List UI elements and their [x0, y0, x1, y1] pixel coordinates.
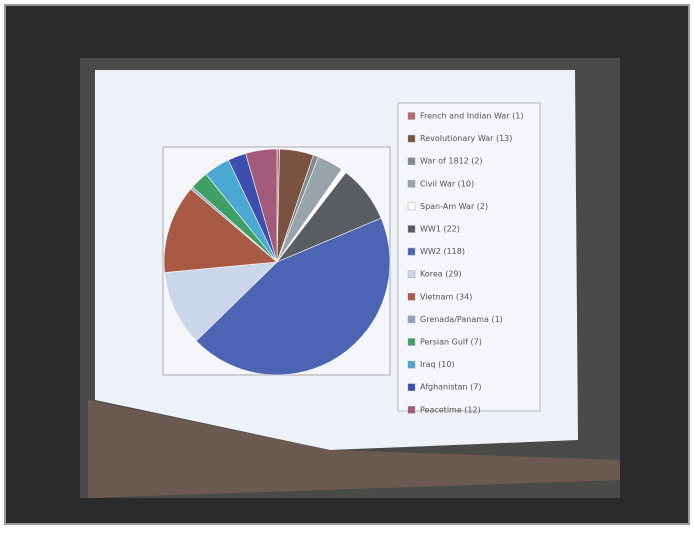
legend-label: Iraq (10)	[420, 360, 455, 369]
pie	[163, 148, 391, 376]
legend-label: French and Indian War (1)	[420, 112, 523, 121]
legend-box	[397, 102, 541, 412]
legend-swatch	[407, 383, 416, 391]
legend-label: WW1 (22)	[420, 225, 460, 234]
legend-swatch	[407, 270, 416, 278]
legend-label: Civil War (10)	[420, 179, 474, 188]
screen-edge	[88, 400, 620, 498]
legend-label: Grenada/Panama (1)	[420, 315, 503, 324]
pie-slice	[195, 217, 391, 376]
legend-label: WW2 (118)	[420, 247, 465, 256]
legend-swatch	[407, 406, 416, 414]
legend-label: Vietnam (34)	[420, 292, 472, 301]
legend-swatch	[407, 134, 416, 143]
legend-swatch	[407, 225, 416, 233]
pie-slice	[245, 148, 278, 263]
legend: French and Indian War (1) Revolutionary W…	[407, 112, 523, 414]
legend-label: Afghanistan (7)	[420, 383, 482, 392]
legend-label: Persian Gulf (7)	[420, 338, 482, 347]
legend-swatch	[407, 202, 416, 211]
legend-swatch	[407, 157, 416, 165]
legend-label: Peacetime (12)	[420, 405, 481, 414]
legend-label: Korea (29)	[420, 270, 462, 279]
pie-slice	[163, 188, 278, 273]
legend-label: War of 1812 (2)	[420, 157, 483, 166]
legend-label: Revolutionary War (13)	[420, 134, 512, 143]
legend-swatch	[407, 293, 416, 301]
legend-swatch	[407, 338, 416, 346]
legend-swatch	[407, 247, 416, 256]
legend-swatch	[407, 315, 416, 324]
legend-swatch	[407, 180, 416, 188]
legend-swatch	[407, 360, 416, 369]
legend-label: Span-Am War (2)	[420, 202, 488, 211]
pie-slice	[164, 261, 278, 342]
legend-swatch	[407, 112, 416, 120]
